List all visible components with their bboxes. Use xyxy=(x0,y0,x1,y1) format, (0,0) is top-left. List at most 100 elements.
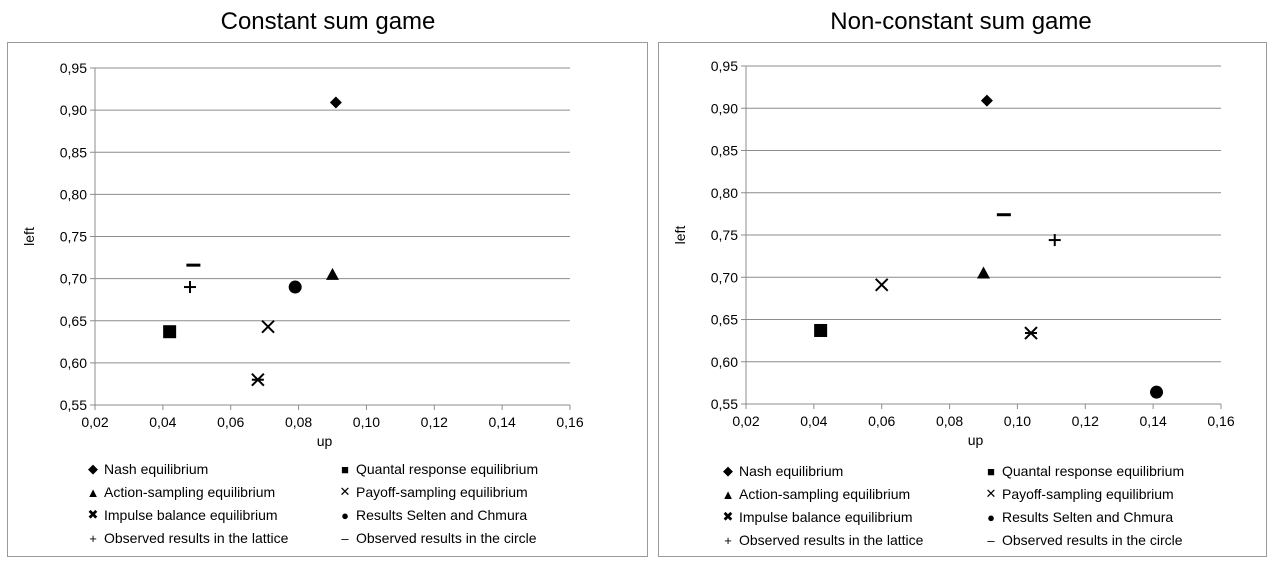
legend-item: ◆ Nash equilibrium xyxy=(721,463,843,479)
y-tick-label: 0,85 xyxy=(60,144,87,160)
y-tick-label: 0,80 xyxy=(711,185,738,201)
y-tick-label: 0,95 xyxy=(60,60,87,76)
y-axis-label: left xyxy=(672,226,688,245)
scatter-plot: 0,55 0,60 0,65 0,70 0,75 0,80 0,85 0,90 0,95 0,02… xyxy=(672,58,1235,448)
x-tick-label: 0,16 xyxy=(556,414,583,430)
point-diamond xyxy=(980,94,993,107)
legend-item: ■ Quantal response equilibrium xyxy=(984,463,1184,479)
legend-item: + Observed results in the lattice xyxy=(721,532,923,548)
chart-frame: 0,55 0,60 0,65 0,70 0,75 0,80 0,85 0,90 0,95 0,02… xyxy=(7,42,648,557)
legend-label: Payoff-sampling equilibrium xyxy=(1002,486,1174,502)
x-tick-label: 0,08 xyxy=(936,413,963,429)
y-tick-label: 0,70 xyxy=(60,271,87,287)
legend-marker-icon: ◆ xyxy=(723,463,733,478)
legend-item: – Observed results in the circle xyxy=(984,532,1183,548)
legend-item: ● Results Selten and Chmura xyxy=(984,509,1173,525)
point-circle xyxy=(288,280,302,294)
scatter-plot: 0,55 0,60 0,65 0,70 0,75 0,80 0,85 0,90 0,95 0,02… xyxy=(21,60,584,449)
x-tick-label: 0,10 xyxy=(1004,413,1031,429)
legend-item: ◆ Nash equilibrium xyxy=(86,461,208,477)
legend-label: Action-sampling equilibrium xyxy=(104,484,276,500)
legend-label: Impulse balance equilibrium xyxy=(104,507,278,523)
point-circle xyxy=(1150,385,1164,399)
x-tick-label: 0,10 xyxy=(353,414,380,430)
legend-label: Observed results in the circle xyxy=(356,530,537,546)
legend-label: Quantal response equilibrium xyxy=(356,461,539,477)
legend-item: ✖ Impulse balance equilibrium xyxy=(86,507,278,523)
y-tick-label: 0,65 xyxy=(60,313,87,329)
chart-frame: 0,55 0,60 0,65 0,70 0,75 0,80 0,85 0,90 0,95 0,02… xyxy=(658,42,1267,557)
y-tick-label: 0,95 xyxy=(711,58,738,74)
y-tick-label: 0,85 xyxy=(711,143,738,159)
legend-label: Nash equilibrium xyxy=(104,461,209,477)
legend-label: Results Selten and Chmura xyxy=(1002,509,1174,525)
x-tick-label: 0,06 xyxy=(868,413,895,429)
legend-item: ✕ Payoff-sampling equilibrium xyxy=(984,486,1174,502)
legend-marker-icon: ▲ xyxy=(86,484,100,500)
point-square xyxy=(814,323,828,337)
point-triangle xyxy=(326,267,339,280)
y-tick-label: 0,60 xyxy=(60,355,87,371)
legend-item: ▲ Action-sampling equilibrium xyxy=(86,484,276,500)
x-tick-label: 0,04 xyxy=(800,413,827,429)
legend-marker-icon: ■ xyxy=(987,463,995,479)
legend-marker-icon: + xyxy=(89,530,97,546)
y-tick-label: 0,70 xyxy=(711,269,738,285)
legend-marker-icon: + xyxy=(724,532,732,548)
legend-marker-icon: ◆ xyxy=(88,461,98,476)
x-tick-label: 0,02 xyxy=(732,413,759,429)
legend-label: Impulse balance equilibrium xyxy=(739,509,913,525)
point-square xyxy=(163,325,177,339)
legend-marker-icon: ✖ xyxy=(722,509,734,524)
legend-marker-icon: ✕ xyxy=(339,484,351,499)
y-tick-label: 0,55 xyxy=(60,397,87,413)
legend-item: – Observed results in the circle xyxy=(338,530,537,546)
point-star xyxy=(1024,326,1038,340)
legend-marker-icon: ▲ xyxy=(721,486,735,502)
legend-label: Quantal response equilibrium xyxy=(1002,463,1185,479)
point-x xyxy=(261,319,275,334)
y-tick-label: 0,80 xyxy=(60,186,87,202)
point-plus xyxy=(184,281,196,294)
legend-label: Payoff-sampling equilibrium xyxy=(356,484,528,500)
legend-label: Observed results in the lattice xyxy=(739,532,924,548)
y-tick-label: 0,65 xyxy=(711,312,738,328)
legend-label: Observed results in the lattice xyxy=(104,530,289,546)
point-plus xyxy=(1048,234,1061,247)
x-tick-label: 0,14 xyxy=(1140,413,1167,429)
x-tick-label: 0,02 xyxy=(81,414,108,430)
point-x xyxy=(875,278,889,292)
legend-label: Observed results in the circle xyxy=(1002,532,1183,548)
legend-marker-icon: – xyxy=(341,530,349,546)
y-axis-label: left xyxy=(21,227,37,246)
legend-marker-icon: ✕ xyxy=(985,486,997,501)
legend-marker-icon: ● xyxy=(341,507,349,523)
y-tick-label: 0,75 xyxy=(711,227,738,243)
legend-item: ✕ Payoff-sampling equilibrium xyxy=(338,484,528,500)
legend-item: ✖ Impulse balance equilibrium xyxy=(721,509,913,525)
legend-item: ■ Quantal response equilibrium xyxy=(338,461,538,477)
y-tick-label: 0,90 xyxy=(60,102,87,118)
legend-label: Action-sampling equilibrium xyxy=(739,486,911,502)
y-tick-label: 0,60 xyxy=(711,354,738,370)
point-star xyxy=(251,373,265,387)
x-tick-label: 0,08 xyxy=(285,414,312,430)
x-tick-label: 0,04 xyxy=(149,414,176,430)
legend-item: ● Results Selten and Chmura xyxy=(338,507,527,523)
x-tick-label: 0,12 xyxy=(1072,413,1099,429)
x-tick-label: 0,12 xyxy=(421,414,448,430)
point-triangle xyxy=(977,266,990,279)
chart-title: Constant sum game xyxy=(220,8,436,35)
legend-label: Results Selten and Chmura xyxy=(356,507,528,523)
legend-item: + Observed results in the lattice xyxy=(86,530,288,546)
point-diamond xyxy=(329,96,342,109)
y-tick-label: 0,75 xyxy=(60,229,87,245)
y-tick-label: 0,90 xyxy=(711,100,738,116)
x-tick-label: 0,16 xyxy=(1207,413,1234,429)
legend-marker-icon: ■ xyxy=(341,461,349,477)
x-axis-label: up xyxy=(317,433,333,449)
x-tick-label: 0,06 xyxy=(217,414,244,430)
legend-marker-icon: – xyxy=(987,532,995,548)
legend-item: ▲ Action-sampling equilibrium xyxy=(721,486,911,502)
legend-marker-icon: ● xyxy=(987,509,995,525)
